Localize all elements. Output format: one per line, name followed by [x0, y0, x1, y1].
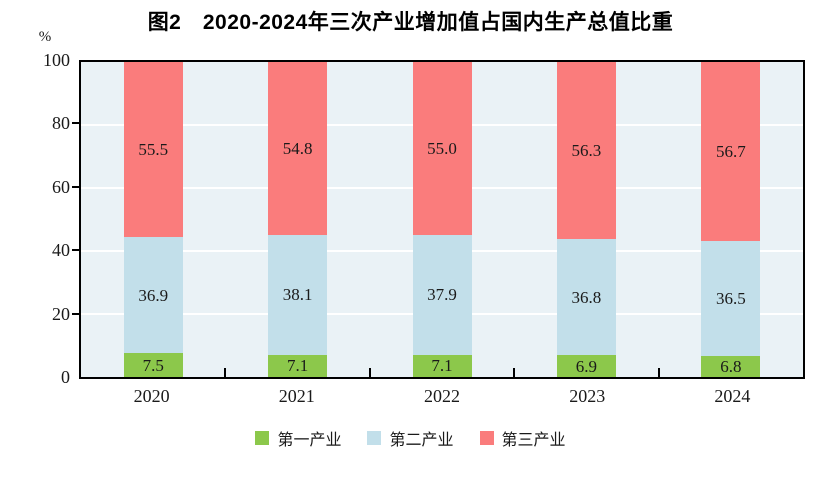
stacked-bar-2020: 7.5 36.9 55.5	[123, 62, 183, 377]
bar-segment: 38.1	[268, 234, 328, 355]
bar-slot-2024: 6.8 36.5 56.7	[659, 62, 803, 377]
stacked-bar-2021: 7.1 38.1 54.8	[268, 62, 328, 377]
data-label: 56.3	[571, 141, 602, 161]
x-axis-tick-label: 2022	[424, 386, 460, 406]
bar-slot-2020: 7.5 36.9 55.5	[81, 62, 225, 377]
bar-slot-2022: 7.1 37.9 55.0	[370, 62, 514, 377]
y-axis-tick	[72, 185, 79, 188]
legend-label: 第二产业	[389, 432, 454, 449]
bar-segment: 6.8	[701, 355, 761, 377]
data-label: 7.1	[286, 356, 309, 376]
legend-swatch-icon	[479, 431, 494, 445]
x-axis-tick	[513, 368, 516, 377]
legend-label: 第一产业	[277, 432, 342, 449]
bar-segment: 54.8	[268, 62, 328, 235]
bar-segment: 6.9	[556, 355, 616, 377]
x-axis-tick-label: 2024	[714, 386, 751, 406]
legend-label: 第三产业	[501, 432, 566, 449]
x-axis-tick-label: 2020	[133, 386, 170, 406]
y-axis-tick	[72, 312, 79, 315]
data-label: 54.8	[282, 138, 313, 158]
data-label: 7.1	[431, 356, 453, 376]
x-axis-tick-labels: 2020 2021 2022 2023 2024	[79, 386, 805, 407]
data-label: 36.9	[138, 285, 169, 305]
legend-item: 第一产业	[255, 426, 341, 450]
bar-segment: 36.5	[701, 240, 761, 356]
bar-segment: 55.5	[123, 62, 183, 238]
bar-segment: 7.1	[268, 354, 328, 377]
x-axis-tick	[657, 368, 660, 377]
bar-segment: 56.3	[556, 62, 616, 240]
x-axis-ticks	[81, 62, 803, 377]
bar-slot-2021: 7.1 38.1 54.8	[225, 62, 369, 377]
y-axis-unit-label: %	[38, 29, 52, 45]
data-label: 38.1	[282, 285, 313, 305]
legend-item: 第二产业	[367, 426, 454, 450]
bar-slot-2023: 6.9 36.8 56.3	[514, 62, 658, 377]
legend: 第一产业 第二产业 第三产业	[0, 426, 821, 450]
plot-area: 7.5 36.9 55.5 7.1 38.1 54.8 7.1 37.9 55.0 6.9 36.8…	[79, 60, 805, 379]
data-label: 55.0	[427, 139, 457, 159]
y-axis-tick-label: 60	[52, 176, 70, 197]
bar-segment: 56.7	[701, 62, 761, 241]
data-label: 56.7	[715, 141, 746, 161]
stacked-bar-2023: 6.9 36.8 56.3	[556, 62, 616, 377]
y-axis-tick-label: 100	[43, 50, 70, 70]
x-axis-tick-label: 2023	[569, 386, 606, 406]
x-axis-tick	[224, 368, 227, 377]
bar-segment: 55.0	[412, 62, 472, 236]
stacked-bar-2024: 6.8 36.5 56.7	[701, 62, 761, 377]
data-label: 7.5	[142, 355, 164, 375]
y-axis-tick-label: 80	[52, 113, 70, 134]
data-label: 36.8	[571, 287, 602, 307]
data-label: 6.8	[720, 356, 742, 376]
x-axis-tick-label: 2021	[278, 386, 315, 406]
chart-title: 图2 2020-2024年三次产业增加值占国内生产总值比重	[147, 11, 674, 34]
y-axis-tick-label: 40	[52, 240, 70, 261]
legend-item: 第三产业	[479, 426, 566, 450]
data-label: 6.9	[575, 356, 598, 376]
data-label: 37.9	[427, 285, 457, 305]
bar-segment: 7.1	[412, 354, 472, 377]
data-label: 36.5	[715, 288, 746, 308]
data-label: 55.5	[138, 140, 169, 160]
bar-segment: 7.5	[123, 353, 183, 377]
legend-swatch-icon	[255, 431, 270, 445]
x-axis-tick	[368, 368, 371, 377]
legend-swatch-icon	[367, 431, 382, 445]
bars-layer: 7.5 36.9 55.5 7.1 38.1 54.8 7.1 37.9 55.0 6.9 36.8…	[81, 62, 803, 377]
y-axis-tick	[72, 249, 79, 252]
y-axis-tick-label: 0	[61, 367, 70, 387]
y-axis-tick	[72, 122, 79, 125]
bar-segment: 36.8	[556, 239, 616, 356]
y-axis-tick-label: 20	[52, 303, 70, 324]
bar-segment: 36.9	[123, 237, 183, 354]
stacked-bar-2022: 7.1 37.9 55.0	[412, 62, 472, 377]
bar-segment: 37.9	[412, 235, 472, 355]
